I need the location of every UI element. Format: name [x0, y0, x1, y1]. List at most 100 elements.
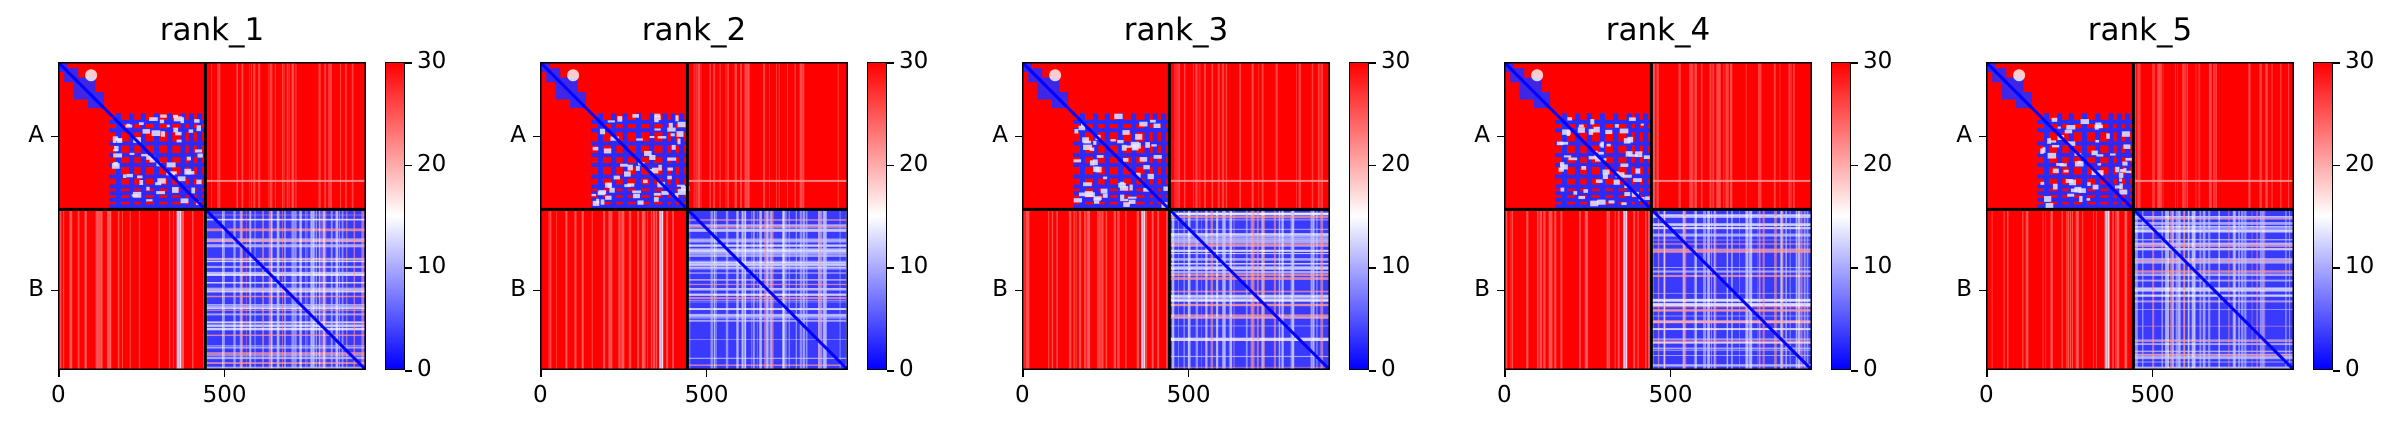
- bb-col-texture: [1803, 209, 1806, 370]
- aa-cell: [1624, 185, 1628, 188]
- ba-streak: [1048, 209, 1050, 370]
- bb-col-texture: [2238, 209, 2241, 370]
- x-tick-label: 0: [1497, 382, 1512, 408]
- ba-streak: [556, 209, 558, 370]
- colorbar-tick: [405, 370, 412, 372]
- y-tick-label: B: [1474, 275, 1490, 302]
- ba-streak: [549, 209, 552, 370]
- aa-cell: [661, 191, 669, 195]
- ba-streak: [1088, 209, 1091, 370]
- bb-row-texture: [1651, 347, 1812, 350]
- colorbar-tick-label: 0: [1863, 356, 1878, 382]
- aa-cell: [138, 122, 144, 126]
- x-tick-label: 500: [684, 382, 729, 408]
- aa-cell: [1145, 142, 1150, 148]
- aa-cell: [1619, 128, 1629, 134]
- ab-streak: [2137, 62, 2139, 210]
- bb-col-texture: [282, 209, 283, 370]
- bb-col-texture: [1750, 209, 1753, 370]
- aa-cell: [1628, 117, 1636, 121]
- ab-streak: [2195, 62, 2197, 210]
- aa-cell: [113, 149, 119, 152]
- x-tick: [2151, 370, 2154, 377]
- ab-streak: [2280, 62, 2282, 210]
- ab-streak: [1275, 62, 1278, 210]
- aa-cell: [176, 139, 182, 143]
- ba-streak: [117, 209, 120, 370]
- bb-col-texture: [2165, 209, 2168, 370]
- colorbar-tick-label: 10: [899, 253, 929, 280]
- aa-cell: [1577, 127, 1585, 133]
- aa-cell: [1078, 125, 1086, 131]
- x-tick: [540, 370, 542, 377]
- ba-streak: [1151, 209, 1153, 370]
- ba-streak: [2042, 209, 2044, 370]
- bb-row-texture: [2133, 222, 2294, 225]
- bb-col-texture: [2256, 209, 2258, 370]
- bb-row-texture: [1169, 219, 1330, 221]
- aa-cell: [1078, 192, 1087, 197]
- bb-col-texture: [1257, 209, 1259, 370]
- aa-cell: [649, 155, 656, 160]
- bb-row-texture: [2133, 301, 2294, 303]
- aa-blue-row: [591, 128, 688, 133]
- aa-cell: [607, 183, 612, 188]
- ba-streak: [1617, 209, 1620, 370]
- ba-streak: [565, 209, 567, 370]
- aa-cell: [2119, 178, 2123, 182]
- aa-cell: [1578, 195, 1586, 200]
- ab-streak: [740, 62, 743, 210]
- ab-streak: [328, 62, 330, 210]
- bb-col-texture: [2194, 209, 2196, 370]
- ba-streak: [2006, 209, 2009, 370]
- ba-streak: [1086, 209, 1089, 370]
- bb-col-texture: [1657, 209, 1660, 370]
- aa-blue-column: [649, 113, 655, 210]
- aa-blue-row: [2037, 128, 2134, 133]
- bb-col-texture: [1748, 209, 1751, 370]
- bb-col-texture: [1245, 209, 1248, 370]
- ba-streak: [158, 209, 160, 370]
- ab-streak: [800, 62, 803, 210]
- ab-streak: [2159, 62, 2162, 210]
- ba-streak: [2069, 209, 2071, 370]
- bb-col-texture: [2232, 209, 2235, 370]
- ba-streak: [608, 209, 611, 370]
- bb-col-texture: [802, 209, 806, 370]
- bb-row-texture: [2133, 218, 2294, 220]
- aa-cell: [1623, 138, 1631, 144]
- ba-streak: [1511, 209, 1514, 370]
- bb-row-texture: [687, 316, 848, 318]
- ab-streak: [1757, 62, 1760, 210]
- ab-streak: [719, 62, 721, 210]
- ab-streak: [786, 62, 788, 210]
- ba-streak: [643, 209, 646, 370]
- bb-col-texture: [1781, 209, 1784, 370]
- ba-streak: [1025, 209, 1027, 370]
- bb-col-texture: [1797, 209, 1801, 370]
- colorbar: [385, 62, 405, 370]
- aa-blue-column: [1104, 113, 1110, 210]
- aa-cell: [651, 167, 659, 174]
- bb-row-texture: [687, 297, 848, 300]
- aa-cell: [1123, 202, 1130, 207]
- aa-blue-row: [1073, 204, 1170, 209]
- bb-row-texture: [1169, 240, 1330, 244]
- aa-blue-row: [591, 153, 688, 158]
- bb-row-texture: [1169, 337, 1330, 341]
- aa-blue-column: [662, 113, 668, 210]
- ab-streak: [1174, 62, 1176, 210]
- aa-blue-row: [1555, 204, 1652, 209]
- ba-streak: [2114, 209, 2116, 370]
- bb-col-texture: [1229, 209, 1233, 370]
- ab-streak: [2184, 62, 2186, 210]
- aa-cell: [642, 179, 648, 184]
- bb-row-texture: [1651, 234, 1812, 237]
- bb-col-texture: [318, 209, 321, 370]
- aa-cell: [2040, 181, 2045, 185]
- aa-cell: [676, 131, 684, 137]
- ab-streak: [1691, 62, 1694, 210]
- ba-streak: [1541, 209, 1543, 370]
- bb-row-texture: [1169, 299, 1330, 302]
